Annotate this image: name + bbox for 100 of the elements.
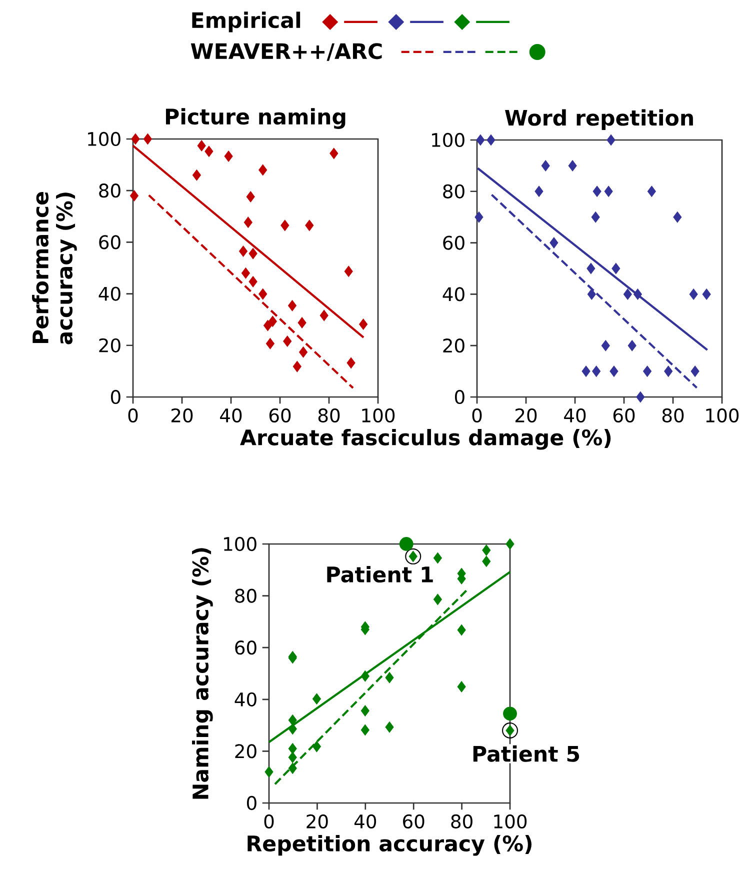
point	[360, 670, 370, 682]
point	[433, 552, 442, 564]
point	[606, 134, 616, 146]
x-tick-label: 60	[269, 408, 291, 422]
point	[360, 705, 370, 716]
x-axis-title: Repetition accuracy (%)	[248, 834, 532, 856]
y-tick-label: 80	[99, 184, 120, 198]
point	[550, 237, 558, 248]
point	[266, 338, 274, 350]
point	[264, 766, 274, 778]
point	[359, 318, 368, 330]
point	[534, 186, 544, 197]
annotation: Patient 5	[473, 745, 580, 762]
point	[636, 391, 645, 403]
point	[238, 246, 248, 257]
point	[601, 340, 610, 352]
point	[541, 160, 550, 172]
point	[433, 594, 442, 606]
point	[482, 556, 491, 567]
point	[582, 366, 590, 377]
y-tick-label: 40	[442, 287, 464, 302]
x-tick-label: 60	[613, 408, 635, 422]
point	[244, 216, 252, 228]
point	[643, 366, 652, 377]
point	[288, 300, 297, 312]
x-tick-label: 0	[264, 814, 274, 828]
x-tick-label: 20	[515, 408, 537, 422]
point	[647, 186, 656, 197]
point	[633, 288, 642, 300]
point	[305, 220, 314, 232]
point	[320, 310, 328, 322]
y-tick-label: 80	[235, 588, 256, 603]
annotation: Patient 1	[327, 566, 433, 583]
point	[604, 186, 613, 197]
point	[268, 316, 277, 327]
point	[482, 544, 491, 556]
point	[204, 146, 214, 157]
y-tick-label: 20	[443, 338, 464, 353]
y-tick-label: 60	[235, 640, 256, 655]
x-tick-label: 100	[494, 814, 527, 828]
y-tick-label: 60	[443, 236, 464, 250]
point	[690, 366, 700, 377]
point	[591, 211, 600, 223]
point	[702, 288, 711, 300]
point	[248, 248, 258, 260]
point	[344, 266, 353, 277]
point	[399, 537, 414, 551]
x-tick-label: 0	[472, 408, 482, 422]
y-tick-label: 100	[88, 132, 120, 146]
point	[283, 336, 292, 347]
y-tick-label: 20	[235, 744, 256, 758]
x-tick-label: 100	[706, 408, 739, 422]
point	[623, 288, 632, 300]
x-tick-label: 20	[171, 408, 193, 422]
point	[486, 134, 496, 146]
point	[506, 538, 514, 550]
point	[503, 706, 517, 721]
point	[568, 160, 577, 172]
point	[457, 624, 466, 636]
y-tick-label: 40	[234, 692, 256, 706]
point	[673, 211, 682, 223]
point	[587, 288, 596, 300]
y-tick-label: 100	[224, 536, 256, 552]
point	[263, 320, 272, 332]
point	[258, 164, 268, 176]
point	[312, 740, 321, 752]
x-tick-label: 80	[662, 408, 684, 422]
x-tick-label: 60	[403, 814, 424, 828]
point	[288, 752, 297, 764]
x-tick-label: 0	[128, 408, 138, 422]
point	[346, 357, 356, 369]
y-tick-label: 0	[454, 390, 464, 404]
point	[248, 276, 258, 288]
y-tick-label: 0	[246, 796, 256, 810]
point	[298, 317, 306, 328]
point	[224, 150, 233, 162]
point	[689, 288, 698, 300]
point	[197, 140, 206, 152]
x-tick-label: 20	[306, 814, 328, 828]
x-tick-label: 40	[354, 814, 376, 828]
point	[312, 693, 321, 704]
point	[592, 186, 602, 197]
y-tick-label: 40	[98, 286, 120, 301]
y-tick-label: 20	[99, 338, 120, 352]
point	[280, 220, 290, 232]
point	[330, 148, 338, 160]
point	[664, 366, 673, 377]
point	[476, 134, 485, 146]
point	[612, 262, 620, 274]
chart-title: Picture naming	[166, 108, 346, 129]
y-axis-title: Naming accuracy (%)	[192, 548, 213, 799]
point	[288, 762, 297, 774]
y-axis-title: Performance accuracy (%)	[32, 192, 77, 344]
point	[143, 133, 152, 145]
point	[292, 360, 302, 372]
point	[299, 346, 308, 358]
y-tick-label: 60	[99, 235, 120, 250]
point	[592, 366, 601, 377]
point	[288, 743, 297, 754]
point	[360, 724, 370, 736]
